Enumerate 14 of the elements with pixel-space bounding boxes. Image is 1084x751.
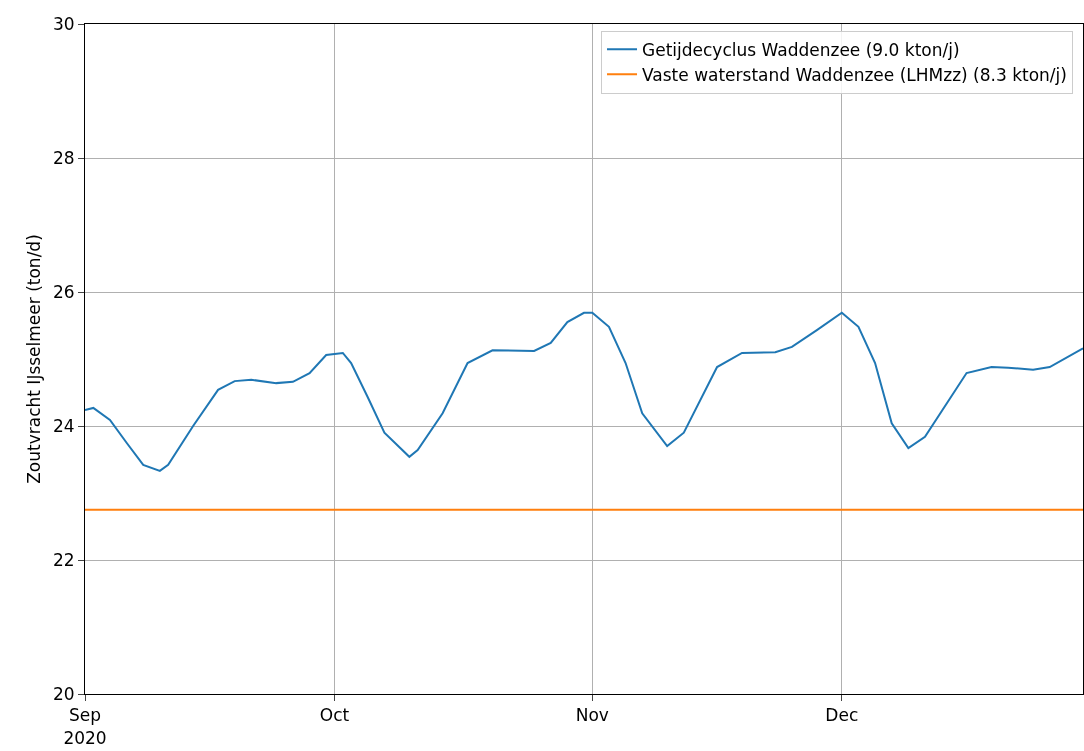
y-tick-label: 22 xyxy=(52,549,75,570)
y-tick-label: 30 xyxy=(52,13,75,34)
y-tick-label: 26 xyxy=(52,281,75,302)
x-tick-label: Sep 2020 xyxy=(63,705,107,748)
legend-label: Vaste waterstand Waddenzee (LHMzz) (8.3 kton/j) xyxy=(642,64,1067,85)
legend-label: Getijdecyclus Waddenzee (9.0 kton/j) xyxy=(642,39,960,60)
x-tick-label: Nov xyxy=(575,705,609,726)
y-tick-label: 24 xyxy=(52,415,75,436)
line-series xyxy=(85,311,1083,472)
y-tick-label: 28 xyxy=(52,147,75,168)
y-axis-title: Zoutvracht IJsselmeer (ton/d) xyxy=(23,234,44,484)
x-tick-label: Oct xyxy=(319,705,350,726)
y-tick-label: 20 xyxy=(52,683,75,704)
x-tick-label: Dec xyxy=(825,705,859,726)
